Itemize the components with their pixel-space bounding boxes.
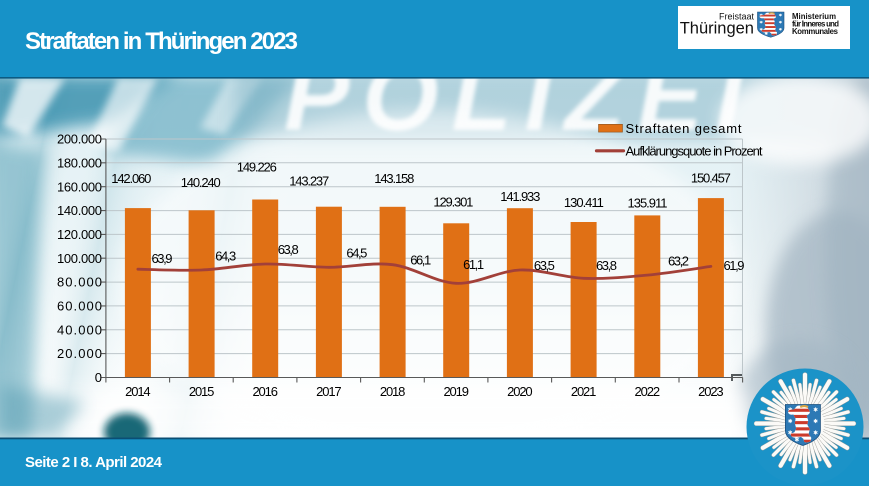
svg-text:2022: 2022 <box>635 384 661 399</box>
svg-text:63,2: 63,2 <box>668 254 689 269</box>
svg-text:2023: 2023 <box>698 384 724 399</box>
svg-text:Thüringen: Thüringen <box>680 20 754 38</box>
svg-text:66,1: 66,1 <box>410 252 431 267</box>
svg-text:Ministerium: Ministerium <box>792 12 836 21</box>
svg-text:63,8: 63,8 <box>278 242 299 257</box>
svg-text:Straftaten in Thüringen 2023: Straftaten in Thüringen 2023 <box>25 28 298 55</box>
svg-text:200.000: 200.000 <box>57 132 102 147</box>
svg-text:130.411: 130.411 <box>564 195 604 210</box>
svg-text:64,5: 64,5 <box>346 246 367 261</box>
svg-text:2015: 2015 <box>189 384 215 399</box>
svg-text:2017: 2017 <box>316 384 342 399</box>
svg-text:129.301: 129.301 <box>433 194 473 209</box>
svg-text:20.000: 20.000 <box>57 346 102 361</box>
svg-text:140.000: 140.000 <box>57 203 102 218</box>
svg-text:2019: 2019 <box>443 384 469 399</box>
svg-text:61,9: 61,9 <box>724 258 745 273</box>
svg-text:120.000: 120.000 <box>57 227 102 242</box>
svg-text:63,9: 63,9 <box>152 251 173 266</box>
svg-text:Seite 2 I 8. April 2024: Seite 2 I 8. April 2024 <box>25 454 163 471</box>
svg-text:für Inneres und: für Inneres und <box>792 20 839 29</box>
svg-text:0: 0 <box>95 370 102 385</box>
svg-text:2014: 2014 <box>125 384 151 399</box>
svg-text:40.000: 40.000 <box>57 322 102 337</box>
svg-text:80.000: 80.000 <box>57 275 102 290</box>
svg-text:141.933: 141.933 <box>500 189 540 204</box>
svg-text:160.000: 160.000 <box>57 179 102 194</box>
svg-text:2018: 2018 <box>380 384 406 399</box>
svg-text:142.060: 142.060 <box>111 171 151 186</box>
svg-text:Freistaat: Freistaat <box>719 12 755 22</box>
svg-text:140.240: 140.240 <box>181 175 221 190</box>
svg-text:149.226: 149.226 <box>237 159 277 174</box>
svg-text:150.457: 150.457 <box>691 171 731 186</box>
svg-text:180.000: 180.000 <box>57 155 102 170</box>
svg-text:2016: 2016 <box>252 384 278 399</box>
svg-text:Kommunales: Kommunales <box>792 27 839 36</box>
svg-text:143.237: 143.237 <box>289 173 329 188</box>
svg-text:63,5: 63,5 <box>534 258 555 273</box>
svg-text:143.158: 143.158 <box>374 171 414 186</box>
svg-text:Aufklärungsquote in Prozent: Aufklärungsquote in Prozent <box>626 144 763 159</box>
svg-text:Straftaten gesamt: Straftaten gesamt <box>626 121 742 136</box>
svg-text:2021: 2021 <box>571 384 597 399</box>
svg-text:100.000: 100.000 <box>57 251 102 266</box>
svg-text:2020: 2020 <box>507 384 533 399</box>
svg-text:135.911: 135.911 <box>628 196 668 211</box>
svg-text:61,1: 61,1 <box>463 257 484 272</box>
svg-text:60.000: 60.000 <box>57 299 102 314</box>
svg-text:64,3: 64,3 <box>215 249 236 264</box>
svg-text:63,8: 63,8 <box>596 258 617 273</box>
